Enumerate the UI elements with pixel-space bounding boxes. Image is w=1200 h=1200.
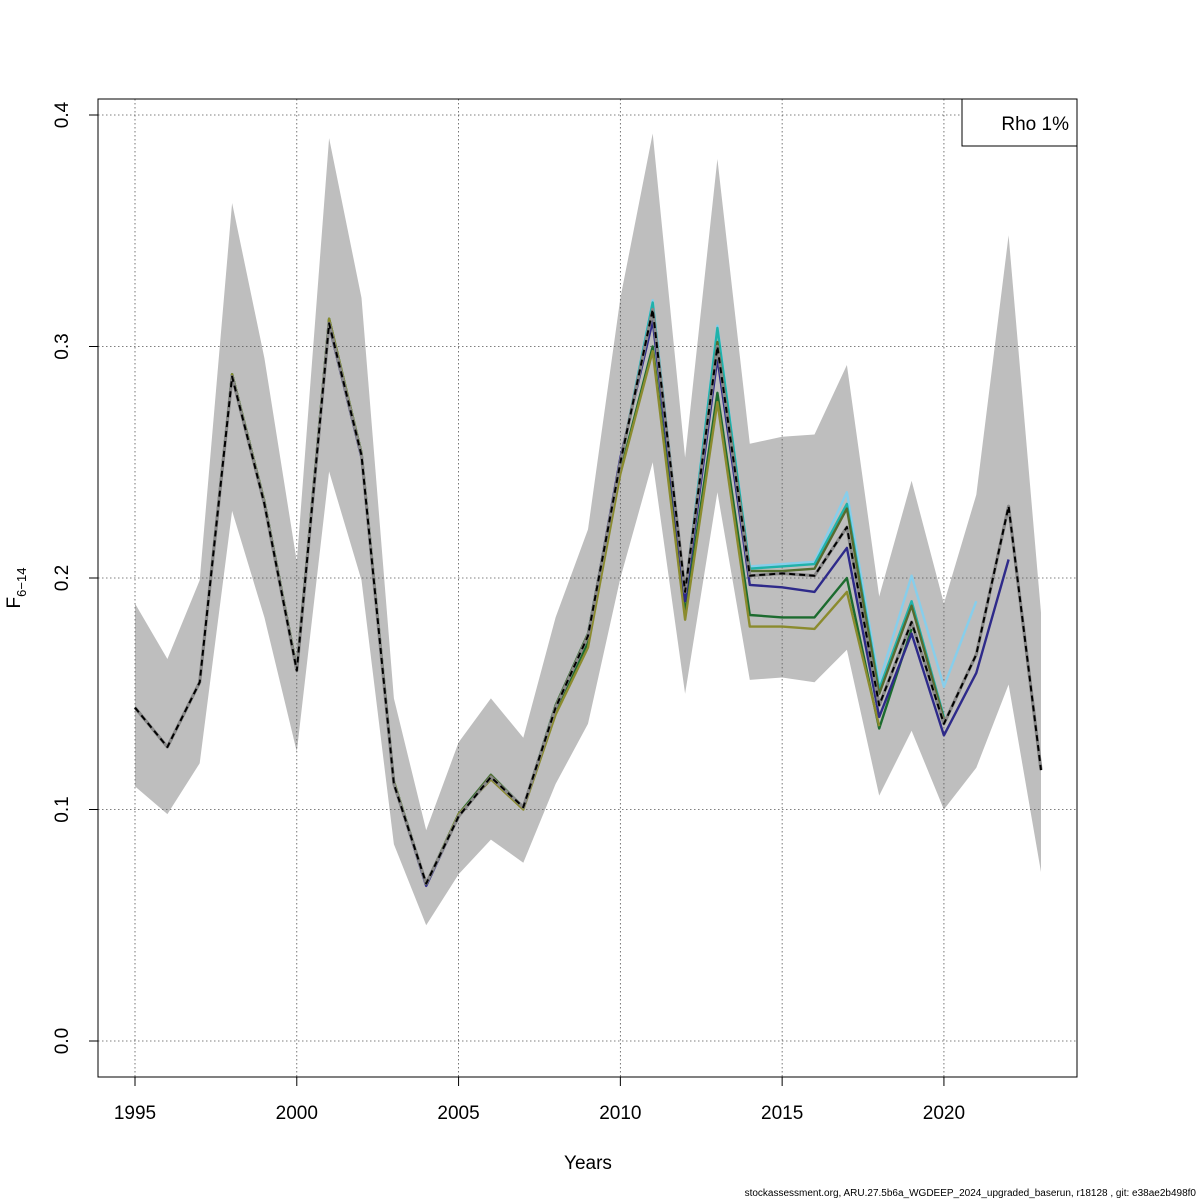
y-axis-title-sub: 6−14: [14, 568, 29, 597]
legend-label: Rho 1%: [1001, 114, 1069, 135]
x-tick-label: 1995: [114, 1103, 156, 1124]
y-tick-label: 0.1: [52, 796, 73, 822]
y-tick-label: 0.3: [52, 333, 73, 359]
x-tick-label: 2005: [437, 1103, 479, 1124]
y-tick-label: 0.4: [52, 101, 73, 128]
x-axis: 1995 2000 2005 2010 2015 2020: [114, 1076, 965, 1124]
footer-credit: stockassessment.org, ARU.27.5b6a_WGDEEP_…: [745, 1188, 1197, 1199]
legend: Rho 1%: [961, 98, 1078, 147]
legend-box: [961, 98, 1078, 147]
y-axis-title-main: F: [4, 597, 25, 609]
y-tick-label: 0.2: [52, 565, 73, 591]
x-tick-label: 2000: [276, 1103, 318, 1124]
confidence-band: [135, 133, 1041, 926]
x-tick-label: 2010: [599, 1103, 641, 1124]
x-tick-label: 2020: [923, 1103, 965, 1124]
series-lines: [133, 299, 1043, 888]
x-axis-title: Years: [564, 1153, 612, 1174]
confidence-band-area: [135, 133, 1041, 926]
series-line-base-run: [134, 308, 1042, 885]
y-axis: 0.0 0.1 0.2 0.3 0.4: [52, 101, 99, 1054]
x-tick-label: 2015: [761, 1103, 803, 1124]
y-tick-label: 0.0: [52, 1028, 73, 1054]
y-axis-title: F6−14: [4, 568, 29, 609]
